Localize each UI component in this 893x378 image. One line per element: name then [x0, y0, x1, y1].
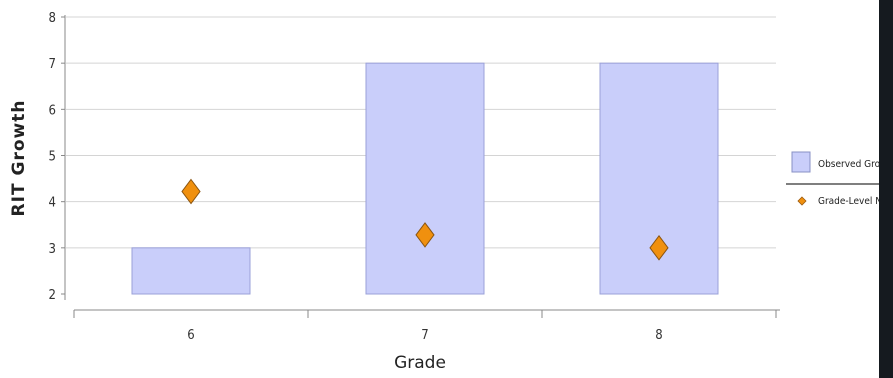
axes — [64, 15, 780, 311]
legend: Observed Gro Grade-Level N — [786, 151, 882, 207]
legend-marker-grade-level — [797, 196, 807, 206]
bar-grade-7 — [365, 62, 485, 295]
y-tick-label: 4 — [49, 196, 56, 211]
legend-label-grade-level: Grade-Level N — [818, 196, 882, 207]
marker-grade-7 — [415, 222, 435, 248]
y-tick-label: 3 — [49, 242, 56, 257]
y-ticks: 2 3 4 5 6 7 8 — [49, 11, 65, 303]
bar-grade-6 — [131, 247, 251, 295]
legend-label-observed: Observed Gro — [818, 159, 881, 170]
marker-grade-8 — [649, 234, 669, 261]
legend-swatch-observed — [791, 151, 811, 173]
x-tick-label: 6 — [187, 328, 194, 343]
markers — [181, 178, 669, 261]
bars — [131, 62, 719, 295]
y-axis-title: RIT Growth — [9, 100, 29, 217]
marker-grade-6 — [181, 178, 201, 205]
y-tick-label: 8 — [49, 11, 56, 26]
y-tick-label: 5 — [49, 150, 56, 165]
y-tick-label: 6 — [49, 103, 56, 118]
x-axis-title: Grade — [394, 353, 446, 373]
x-tick-label: 7 — [421, 328, 428, 343]
y-tick-label: 7 — [49, 57, 56, 72]
window-right-border — [879, 0, 893, 378]
x-tick-label: 8 — [655, 328, 662, 343]
x-ticks: 6 7 8 — [73, 310, 777, 343]
y-tick-label: 2 — [49, 288, 56, 303]
